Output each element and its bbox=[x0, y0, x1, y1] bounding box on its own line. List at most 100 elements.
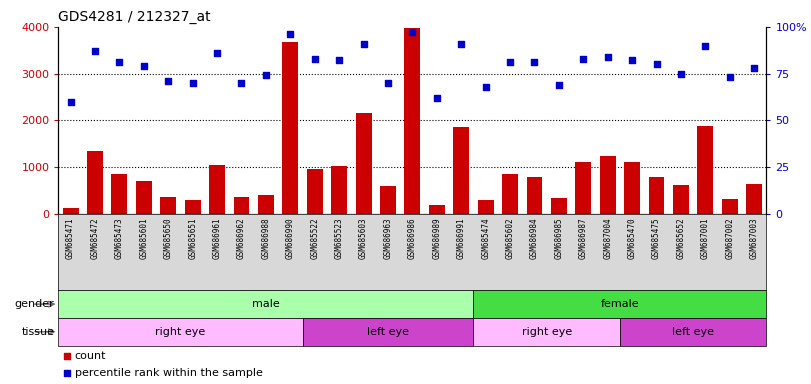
Bar bbox=[234, 197, 250, 214]
Point bbox=[723, 74, 736, 80]
Text: GSM685602: GSM685602 bbox=[505, 217, 514, 259]
Text: percentile rank within the sample: percentile rank within the sample bbox=[75, 368, 263, 378]
Text: right eye: right eye bbox=[521, 327, 572, 337]
Point bbox=[528, 59, 541, 65]
Point bbox=[455, 41, 468, 47]
Text: GSM686988: GSM686988 bbox=[261, 217, 270, 259]
Text: gender: gender bbox=[15, 299, 54, 309]
Text: right eye: right eye bbox=[156, 327, 205, 337]
Bar bbox=[405, 28, 420, 214]
Text: count: count bbox=[75, 351, 106, 361]
Bar bbox=[474, 318, 620, 346]
Bar bbox=[673, 185, 689, 214]
Point bbox=[60, 353, 73, 359]
Bar bbox=[624, 162, 640, 214]
Text: GSM686989: GSM686989 bbox=[432, 217, 441, 259]
Text: GSM685650: GSM685650 bbox=[164, 217, 173, 259]
Text: GSM686991: GSM686991 bbox=[457, 217, 466, 259]
Point bbox=[64, 98, 77, 104]
Bar bbox=[331, 166, 347, 214]
Text: GSM686987: GSM686987 bbox=[579, 217, 588, 259]
Bar bbox=[526, 177, 543, 214]
Bar bbox=[697, 126, 714, 214]
Bar bbox=[649, 177, 664, 214]
Bar bbox=[258, 195, 274, 214]
Bar bbox=[551, 198, 567, 214]
Text: GDS4281 / 212327_at: GDS4281 / 212327_at bbox=[58, 10, 211, 25]
Text: GSM685603: GSM685603 bbox=[359, 217, 368, 259]
Point bbox=[357, 41, 370, 47]
Text: GSM685473: GSM685473 bbox=[115, 217, 124, 259]
Bar bbox=[502, 174, 518, 214]
Text: female: female bbox=[601, 299, 639, 309]
Point bbox=[577, 56, 590, 62]
Text: GSM685470: GSM685470 bbox=[628, 217, 637, 259]
Bar bbox=[87, 151, 103, 214]
Point bbox=[381, 80, 394, 86]
Text: male: male bbox=[252, 299, 280, 309]
Point bbox=[748, 65, 761, 71]
Point bbox=[406, 30, 419, 36]
Text: GSM685472: GSM685472 bbox=[91, 217, 100, 259]
Bar bbox=[620, 318, 766, 346]
Point bbox=[137, 63, 150, 69]
Point bbox=[625, 57, 638, 63]
Point bbox=[479, 84, 492, 90]
Bar bbox=[746, 184, 762, 214]
Bar bbox=[161, 197, 176, 214]
Text: GSM687003: GSM687003 bbox=[749, 217, 758, 259]
Point bbox=[88, 48, 101, 54]
Bar bbox=[303, 318, 474, 346]
Text: left eye: left eye bbox=[672, 327, 714, 337]
Bar bbox=[62, 208, 79, 214]
Text: GSM686984: GSM686984 bbox=[530, 217, 539, 259]
Text: left eye: left eye bbox=[367, 327, 409, 337]
Bar bbox=[575, 162, 591, 214]
Bar bbox=[429, 205, 444, 214]
Point bbox=[187, 80, 200, 86]
Point bbox=[552, 82, 565, 88]
Text: GSM687004: GSM687004 bbox=[603, 217, 612, 259]
Point bbox=[601, 54, 614, 60]
Point bbox=[235, 80, 248, 86]
Point bbox=[650, 61, 663, 67]
Text: GSM686963: GSM686963 bbox=[384, 217, 393, 259]
Text: GSM685471: GSM685471 bbox=[67, 217, 75, 259]
Text: GSM686990: GSM686990 bbox=[285, 217, 295, 259]
Text: GSM686985: GSM686985 bbox=[555, 217, 564, 259]
Point bbox=[284, 31, 297, 37]
Point bbox=[431, 95, 444, 101]
Text: GSM685523: GSM685523 bbox=[335, 217, 344, 259]
Point bbox=[161, 78, 174, 84]
Bar bbox=[453, 127, 469, 214]
Bar bbox=[58, 318, 303, 346]
Text: GSM687001: GSM687001 bbox=[701, 217, 710, 259]
Bar bbox=[474, 290, 766, 318]
Text: GSM685475: GSM685475 bbox=[652, 217, 661, 259]
Text: GSM685651: GSM685651 bbox=[188, 217, 197, 259]
Point bbox=[60, 370, 73, 376]
Bar bbox=[58, 290, 474, 318]
Point bbox=[211, 50, 224, 56]
Bar bbox=[478, 200, 494, 214]
Point bbox=[675, 71, 688, 77]
Text: GSM687002: GSM687002 bbox=[725, 217, 734, 259]
Bar bbox=[356, 113, 371, 214]
Point bbox=[333, 57, 345, 63]
Bar bbox=[136, 181, 152, 214]
Bar bbox=[307, 169, 323, 214]
Bar bbox=[282, 42, 298, 214]
Text: GSM685601: GSM685601 bbox=[139, 217, 148, 259]
Point bbox=[504, 59, 517, 65]
Bar bbox=[111, 174, 127, 214]
Text: GSM685474: GSM685474 bbox=[481, 217, 490, 259]
Text: tissue: tissue bbox=[21, 327, 54, 337]
Text: GSM685652: GSM685652 bbox=[676, 217, 685, 259]
Bar bbox=[600, 156, 616, 214]
Point bbox=[113, 59, 126, 65]
Text: GSM686961: GSM686961 bbox=[212, 217, 221, 259]
Bar bbox=[722, 199, 738, 214]
Point bbox=[260, 72, 272, 78]
Bar bbox=[380, 186, 396, 214]
Point bbox=[308, 56, 321, 62]
